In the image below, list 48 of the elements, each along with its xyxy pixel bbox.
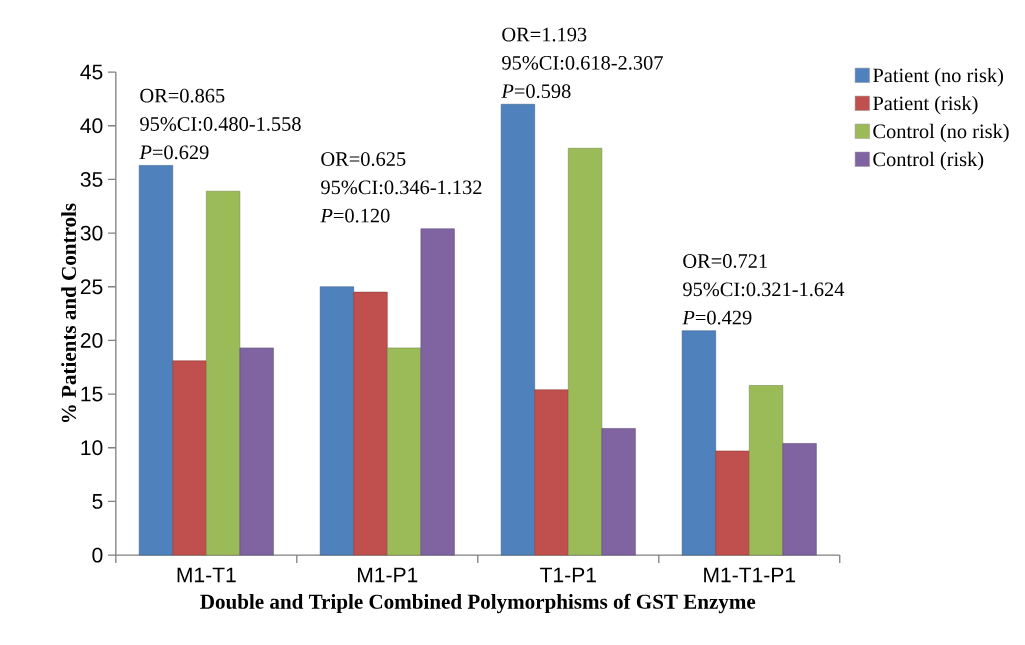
bar: [239, 347, 274, 556]
annotation: P=0.598: [501, 84, 571, 99]
y-tick-label: 25: [80, 279, 103, 295]
text: 95%CI:0.618-2.307: [502, 56, 663, 70]
legend-label: Patient (no risk): [873, 68, 1004, 87]
annotation: OR=0.625: [321, 152, 406, 167]
y-tick-label: 0: [92, 547, 103, 563]
annotation: OR=0.865: [140, 89, 225, 103]
legend-label: Patient (risk): [873, 96, 978, 115]
annotation: P=0.429: [682, 310, 752, 325]
annotation: 95%CI:0.346-1.132: [321, 180, 482, 195]
annotation: P=0.120: [320, 208, 390, 223]
y-tick-label: 5: [92, 494, 103, 509]
x-axis-title: Double and Triple Combined Polymorphisms of GST Enzyme: [200, 594, 756, 614]
bar: [601, 428, 636, 556]
y-tick-label: 40: [80, 118, 103, 134]
y-tick-label: 35: [80, 172, 103, 188]
y-tick-label: 15: [81, 386, 103, 402]
x-tick-label: M1-P1: [358, 567, 418, 583]
bar: [387, 347, 422, 556]
x-tick-label: M1-T1: [177, 567, 236, 583]
bar: [420, 228, 455, 556]
annotation: OR=0.721: [683, 254, 767, 269]
bar: [500, 104, 535, 556]
bar: [138, 165, 174, 556]
y-tick-label: 30: [80, 225, 103, 241]
annotation: 95%CI:0.480-1.558: [140, 117, 301, 132]
bar: [319, 286, 354, 556]
bar: [748, 385, 784, 556]
legend-label: Control (risk): [873, 152, 984, 171]
y-axis-title: % Patients and Controls: [61, 203, 77, 423]
bar: [782, 443, 817, 556]
bar: [206, 191, 241, 556]
y-tick-label: 45: [80, 64, 103, 80]
legend-label: Control (no risk): [873, 124, 1009, 143]
bar: [172, 360, 207, 556]
bar: [568, 148, 603, 556]
y-tick-label: 10: [81, 440, 103, 456]
bar: [715, 450, 750, 556]
x-tick-label: M1-T1-P1: [704, 567, 796, 583]
annotation: P=0.629: [139, 145, 209, 160]
bar: [534, 389, 569, 556]
bar: [353, 292, 388, 556]
bar: [681, 330, 716, 556]
y-tick-label: 20: [80, 333, 103, 349]
text: OR=1.193: [502, 27, 587, 42]
x-tick-label: T1-P1: [540, 567, 596, 583]
annotation: 95%CI:0.321-1.624: [683, 282, 845, 297]
